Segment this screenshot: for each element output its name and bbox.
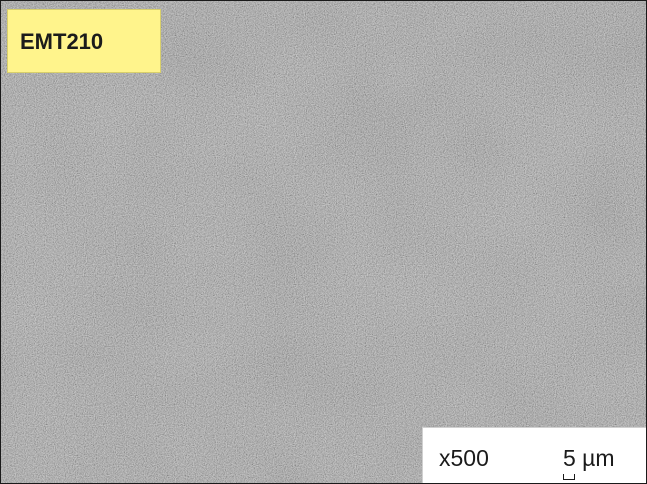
magnification-label: x500 bbox=[439, 445, 489, 471]
scale-bar-label: 5 µm bbox=[563, 445, 615, 471]
sample-label: EMT210 bbox=[7, 9, 161, 73]
scale-bar bbox=[563, 474, 575, 480]
scale-info-box: x500 5 µm bbox=[422, 427, 646, 483]
